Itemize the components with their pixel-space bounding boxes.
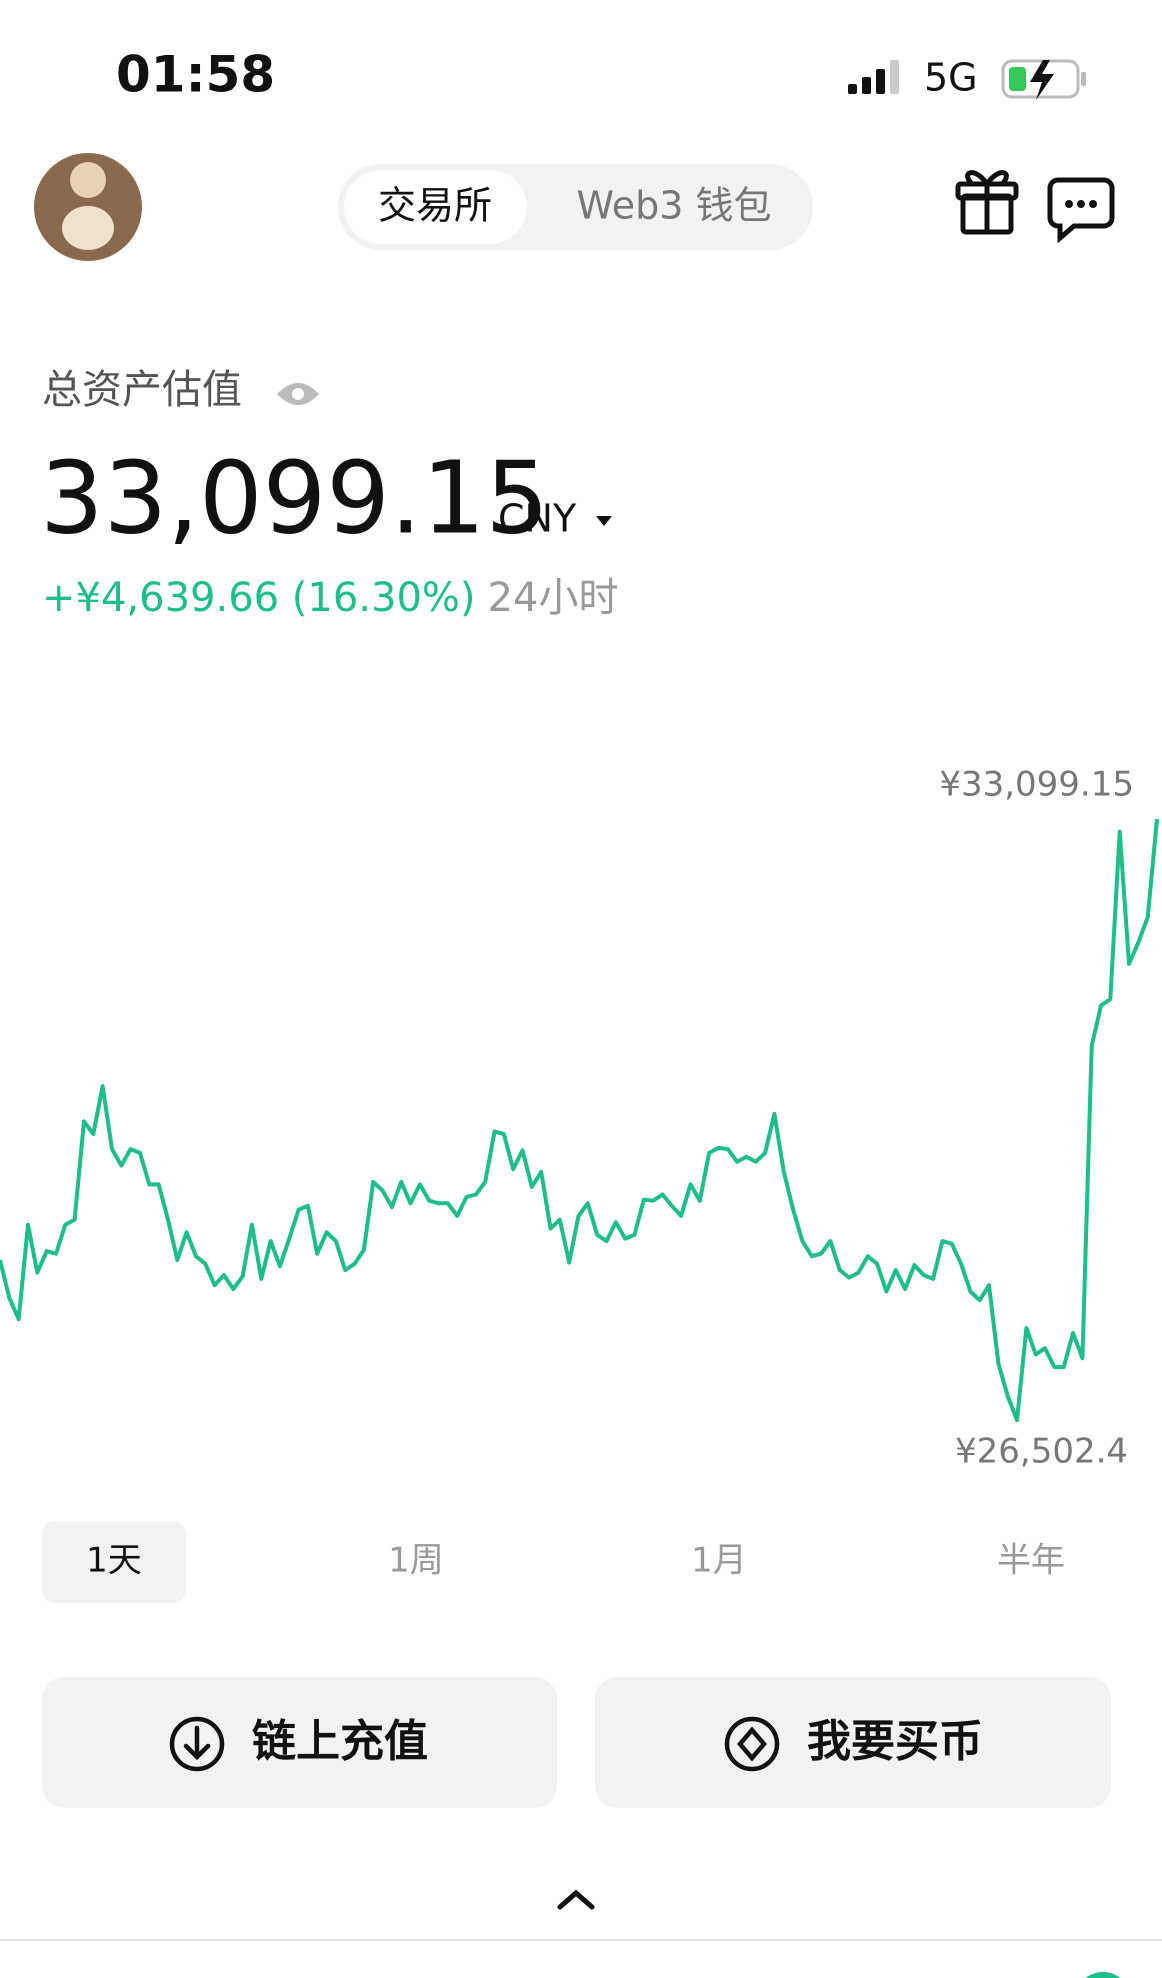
balance-label: 总资产估值 — [42, 367, 242, 413]
balance-amount: 33,099.15 — [40, 439, 549, 556]
eye-icon[interactable] — [277, 383, 319, 405]
action-label[interactable]: 我要买币 — [807, 1716, 983, 1767]
balance-line — [0, 818, 1159, 1422]
change-period: 24小时 — [488, 575, 619, 621]
network-label: 5G — [924, 56, 978, 100]
avatar[interactable] — [34, 153, 142, 261]
period-tab[interactable]: 1月 — [691, 1541, 747, 1581]
action-button[interactable] — [42, 1677, 557, 1808]
action-button[interactable] — [595, 1677, 1111, 1808]
deposit-icon — [169, 1716, 225, 1772]
currency[interactable]: CNY — [498, 497, 577, 541]
clock: 01:58 — [116, 46, 275, 104]
tab[interactable]: 交易所 — [378, 184, 492, 228]
fab[interactable] — [1075, 1972, 1131, 1978]
period-tab[interactable]: 1天 — [86, 1541, 142, 1581]
tab[interactable]: Web3 钱包 — [576, 184, 771, 228]
min-label: ¥26,502.4 — [955, 1432, 1128, 1472]
tab-active[interactable] — [344, 170, 527, 244]
battery-icon — [1001, 59, 1086, 100]
change: +¥4,639.66 (16.30%) — [42, 575, 476, 621]
max-label: ¥33,099.15 — [939, 765, 1134, 805]
period-tab[interactable]: 半年 — [997, 1541, 1065, 1581]
buy-icon — [724, 1716, 780, 1772]
period-active[interactable] — [42, 1521, 186, 1603]
expand-chevron[interactable] — [557, 1889, 595, 1910]
message-icon[interactable] — [1047, 177, 1115, 244]
signal-icon — [848, 60, 899, 94]
currency-dropdown[interactable] — [596, 516, 612, 526]
gift-icon[interactable] — [955, 170, 1019, 235]
period-tab[interactable]: 1周 — [388, 1541, 444, 1581]
action-label[interactable]: 链上充值 — [252, 1716, 428, 1767]
